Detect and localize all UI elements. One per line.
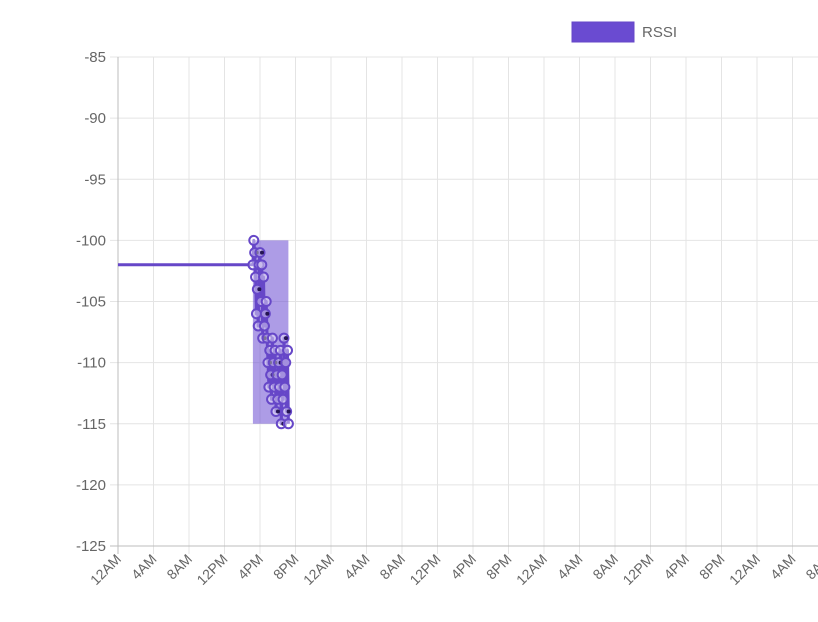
rssi-data-point[interactable] [276,369,288,381]
x-tick-label: 4AM [128,551,160,583]
x-tick-label: 12PM [406,551,443,588]
x-tick-label: 8PM [483,551,515,583]
y-tick-label: -115 [77,416,106,433]
rssi-data-point-center [260,250,264,255]
rssi-data-point[interactable] [282,418,294,430]
rssi-data-point[interactable] [258,271,270,283]
x-tick-label: 8PM [696,551,728,583]
rssi-data-point[interactable] [250,271,262,283]
rssi-data-point-center [286,409,291,414]
x-tick-label: 12AM [300,551,337,588]
x-tick-label: 8AM [376,551,408,583]
y-tick-label: -105 [76,294,106,311]
rssi-data-point[interactable] [260,296,272,307]
rssi-data-point[interactable] [248,234,260,246]
y-tick-label: -110 [77,355,106,372]
legend[interactable]: RSSI [571,21,677,43]
rssi-data-point[interactable] [256,259,268,271]
x-tick-label: 4AM [767,551,799,583]
x-tick-label: 4PM [447,551,479,583]
rssi-data-point-center [283,336,288,341]
rssi-data-point[interactable] [258,320,270,332]
x-tick-label: 12AM [513,551,550,588]
legend-label-rssi[interactable]: RSSI [642,24,677,41]
x-tick-label: 8AM [802,551,818,583]
x-tick-label: 8PM [270,551,302,583]
x-tick-label: 4AM [554,551,586,583]
x-tick-label: 4AM [341,551,373,583]
y-tick-label: -90 [84,110,106,127]
x-tick-label: 12AM [726,551,763,588]
rssi-data-point-center [265,311,270,316]
rssi-data-point[interactable] [266,332,278,344]
y-tick-label: -125 [76,538,106,555]
x-tick-label: 4PM [660,551,692,583]
x-tick-label: 8AM [589,551,621,583]
y-tick-label: -95 [84,171,106,188]
y-tick-label: -120 [76,477,106,494]
x-tick-label: 4PM [234,551,266,583]
y-tick-label: -85 [84,49,106,66]
grid-layer [110,56,818,554]
rssi-data-point-center [257,287,262,292]
rssi-data-point[interactable] [282,344,294,356]
rssi-data-point[interactable] [279,381,291,393]
rssi-data-point[interactable] [280,357,292,369]
rssi-data-point[interactable] [277,393,289,405]
x-tick-label: 8AM [163,551,195,583]
x-tick-label: 12PM [193,551,230,588]
rssi-data-point-center [275,409,280,414]
x-tick-label: 12PM [619,551,656,588]
legend-swatch-rssi[interactable] [571,21,635,43]
x-tick-label: 12AM [87,551,124,588]
series-layer [118,234,294,430]
y-tick-label: -100 [76,232,106,249]
rssi-data-point[interactable] [250,308,262,320]
